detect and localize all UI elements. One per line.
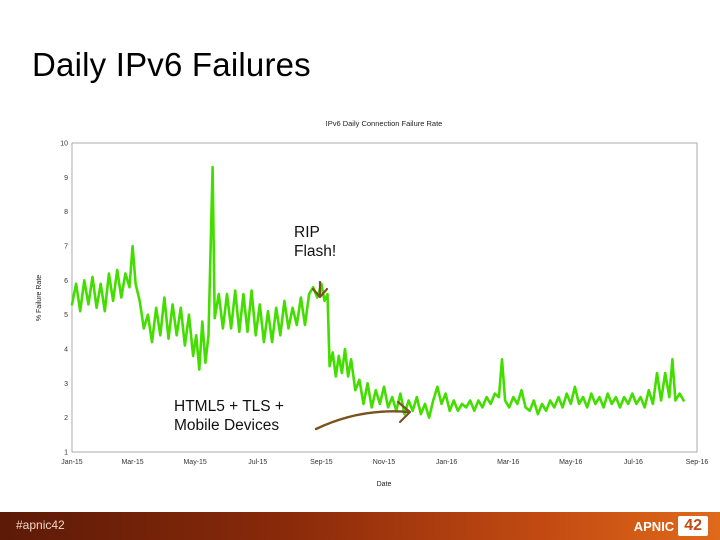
chart-title: IPv6 Daily Connection Failure Rate [326,119,443,128]
y-tick-label: 5 [64,312,68,319]
html5-arrow [314,410,410,431]
slide-title: Daily IPv6 Failures [32,46,311,83]
y-tick-label: 10 [60,141,68,148]
y-tick-label: 1 [64,450,68,457]
y-tick-label: 7 [64,244,68,251]
x-tick-label: Jan-16 [436,459,458,466]
x-tick-label: Jul-16 [624,459,643,466]
html5-line1: HTML5 + TLS + [174,398,284,415]
chart-series [70,165,686,420]
html5-line2: Mobile Devices [174,417,280,434]
html5-annotation: HTML5 + TLS + Mobile Devices [174,397,284,435]
y-tick-label: 8 [64,209,68,216]
logo-word: APNIC [633,518,675,534]
x-tick-label: Mar-16 [497,459,519,466]
y-tick-label: 2 [64,415,68,422]
apnic-logo: APNIC 42 [634,515,708,537]
failure-rate-line [70,165,686,420]
hashtag: #apnic42 [16,518,65,532]
x-tick-label: May-16 [559,459,582,466]
x-axis-label: Date [377,481,392,488]
x-tick-label: Jan-15 [61,459,83,466]
x-tick-label: Jul-15 [248,459,267,466]
rip-flash-arrow [311,280,329,299]
y-axis-label: % Failure Rate [36,275,43,321]
x-tick-label: Sep-15 [310,459,333,466]
failure-rate-chart: IPv6 Daily Connection Failure Rate 1 2 3 4 5… [36,119,708,488]
x-tick-label: Sep-16 [686,459,709,466]
x-tick-label: May-15 [183,459,206,466]
y-tick-label: 6 [64,278,68,285]
y-tick-label: 4 [64,347,68,354]
x-tick-label: Mar-15 [121,459,143,466]
chart-axes: 1 2 3 4 5 6 7 8 9 10 Jan-15 Mar-15 May-15 Jul-15 Sep-1… [60,141,708,467]
rip-flash-annotation: RIP Flash! [294,223,336,261]
rip-flash-line1: RIP [294,224,320,241]
y-tick-label: 3 [64,381,68,388]
annotation-arrows [311,280,412,431]
x-tick-label: Nov-15 [373,459,396,466]
logo-number: 42 [678,516,708,536]
y-tick-label: 9 [64,175,68,182]
html5-arrowhead [396,400,412,424]
footer-bar: #apnic42 APNIC 42 [0,512,720,540]
rip-flash-line2: Flash! [294,243,337,260]
